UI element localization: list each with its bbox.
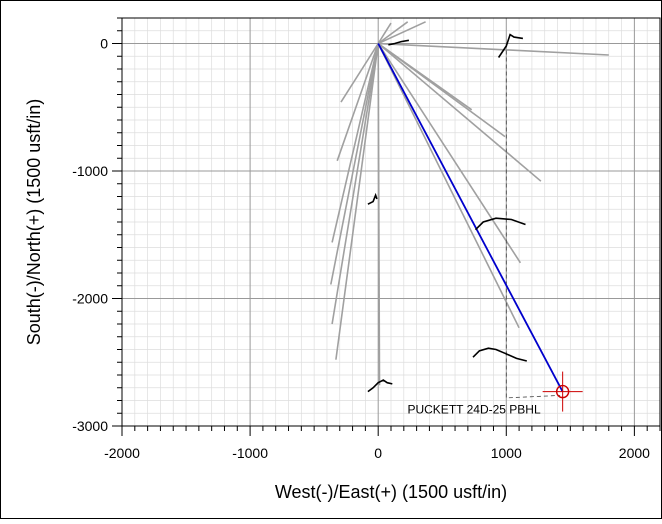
survey-segments bbox=[367, 33, 527, 393]
offset-wellpath bbox=[377, 42, 542, 182]
y-axis-ticks: 0 -1000 -2000 -3000 bbox=[72, 17, 122, 434]
pbhl-annotation: PUCKETT 24D-25 PBHL bbox=[407, 403, 540, 417]
offset-wellpath bbox=[330, 43, 379, 285]
y-axis-title: South(-)/North(+) (1500 usft/in) bbox=[24, 99, 44, 346]
survey-segment bbox=[497, 33, 524, 58]
x-tick-label: 2000 bbox=[619, 445, 650, 461]
survey-segment bbox=[367, 379, 393, 393]
x-tick-label: -2000 bbox=[104, 445, 140, 461]
offset-wellpath bbox=[340, 43, 379, 103]
x-tick-label: 1000 bbox=[491, 445, 522, 461]
x-tick-label: -1000 bbox=[232, 445, 268, 461]
offset-wellpath bbox=[336, 43, 379, 162]
offset-wellpath bbox=[377, 43, 522, 264]
x-axis-title: West(-)/East(+) (1500 usft/in) bbox=[275, 482, 507, 502]
offset-wellpath bbox=[378, 42, 609, 56]
survey-segment bbox=[367, 192, 378, 205]
y-tick-label: 0 bbox=[100, 36, 108, 52]
offset-wellpaths bbox=[330, 21, 609, 399]
survey-segment bbox=[388, 39, 410, 46]
survey-segment bbox=[474, 217, 526, 231]
planned-wellpath-group bbox=[377, 43, 564, 393]
target-marker bbox=[542, 371, 583, 412]
offset-wellpath bbox=[331, 43, 379, 243]
y-tick-label: -2000 bbox=[72, 291, 108, 307]
y-tick-label: -3000 bbox=[72, 418, 108, 434]
offset-wellpath bbox=[377, 43, 381, 386]
survey-segment bbox=[472, 347, 527, 362]
x-tick-label: 0 bbox=[374, 445, 382, 461]
planned-wellpath bbox=[377, 43, 564, 393]
offset-wellpath bbox=[335, 43, 379, 360]
offset-wellpath bbox=[377, 42, 506, 138]
offset-wellpath bbox=[377, 21, 409, 45]
offset-wellpath bbox=[331, 43, 379, 325]
x-axis-ticks: -2000 -1000 0 1000 2000 bbox=[104, 426, 661, 461]
offset-wellpath bbox=[377, 21, 426, 45]
offset-wellpath bbox=[377, 22, 392, 44]
offset-wellpath bbox=[377, 43, 520, 329]
y-tick-label: -1000 bbox=[72, 163, 108, 179]
